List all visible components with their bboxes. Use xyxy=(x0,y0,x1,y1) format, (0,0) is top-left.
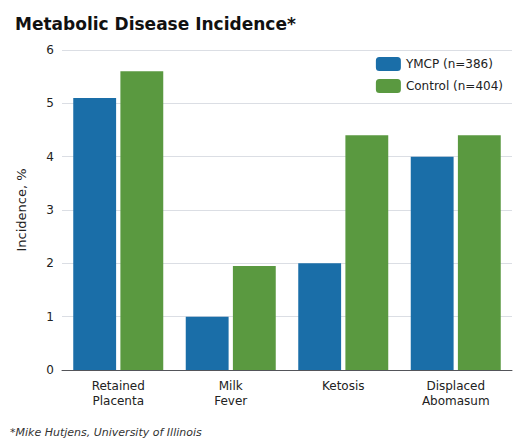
svg-text:2: 2 xyxy=(46,256,54,270)
svg-text:Metabolic Disease Incidence*: Metabolic Disease Incidence* xyxy=(15,14,296,34)
svg-text:Incidence, %: Incidence, % xyxy=(14,168,29,251)
svg-text:3: 3 xyxy=(46,203,54,217)
svg-text:Retained: Retained xyxy=(92,379,145,393)
svg-text:Abomasum: Abomasum xyxy=(422,394,490,408)
svg-text:Displaced: Displaced xyxy=(426,379,485,393)
svg-text:YMCP (n=386): YMCP (n=386) xyxy=(405,57,493,71)
svg-text:Ketosis: Ketosis xyxy=(322,379,365,393)
svg-text:Placenta: Placenta xyxy=(92,394,144,408)
svg-text:*Mike Hutjens, University of I: *Mike Hutjens, University of Illinois xyxy=(10,426,202,439)
svg-text:Control (n=404): Control (n=404) xyxy=(406,79,503,93)
svg-text:1: 1 xyxy=(46,310,54,324)
svg-text:Milk: Milk xyxy=(219,379,243,393)
svg-text:0: 0 xyxy=(46,363,54,377)
svg-text:6: 6 xyxy=(46,43,54,57)
svg-text:Fever: Fever xyxy=(214,394,247,408)
svg-text:5: 5 xyxy=(46,96,54,110)
svg-text:4: 4 xyxy=(46,150,54,164)
